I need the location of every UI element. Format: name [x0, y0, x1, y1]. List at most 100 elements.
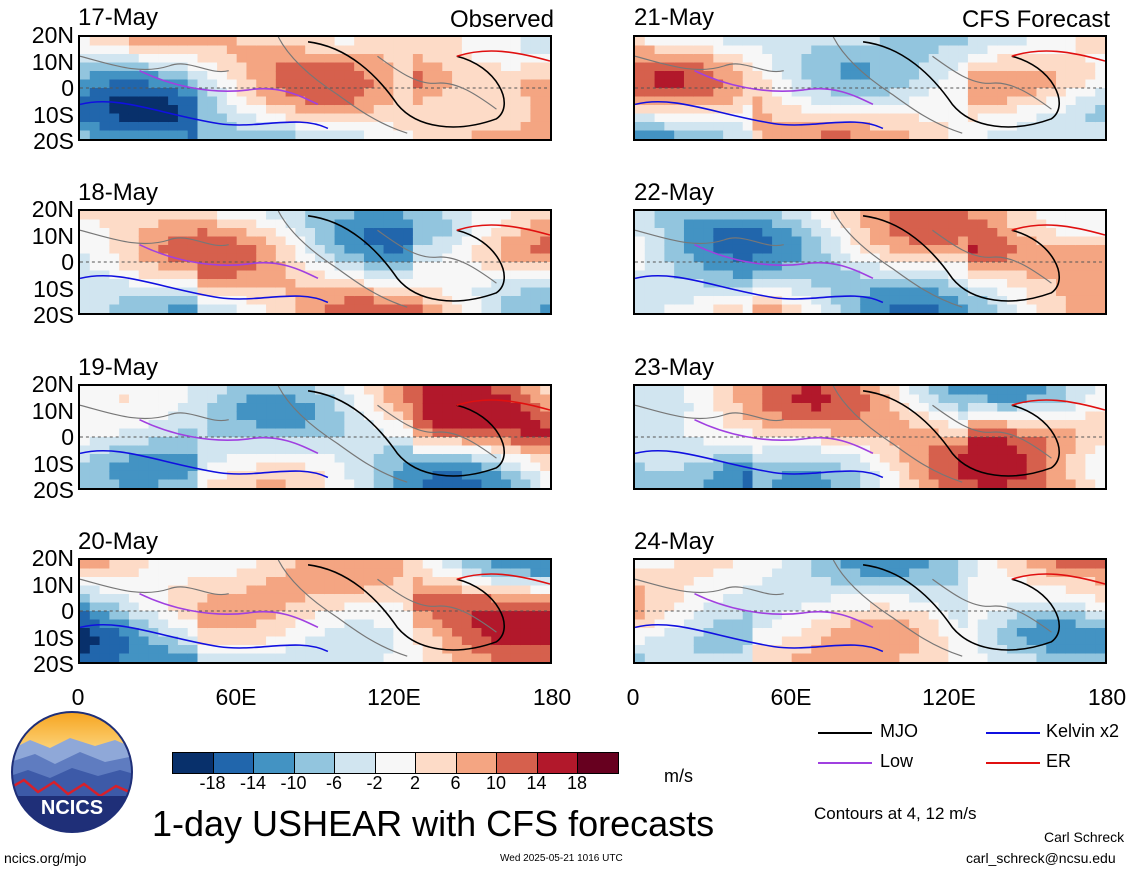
heatmap-cell [723, 437, 734, 447]
heatmap-cell [977, 636, 989, 646]
heatmap-cell [821, 121, 832, 132]
heatmap-cell [246, 70, 257, 81]
heatmap-cell [1036, 560, 1047, 570]
heatmap-cell [236, 130, 248, 139]
heatmap-cell [432, 96, 443, 106]
heatmap-cell [168, 121, 179, 132]
heatmap-cell [158, 611, 169, 621]
heatmap-cell [664, 219, 675, 229]
heatmap-cell [1046, 105, 1057, 115]
heatmap-cell [295, 577, 306, 587]
heatmap-cell [830, 454, 842, 464]
heatmap-cell [830, 88, 842, 98]
heatmap-cell [148, 644, 159, 655]
heatmap-cell [295, 636, 306, 646]
heatmap-cell [461, 479, 473, 488]
heatmap-cell [635, 253, 646, 263]
heatmap-cell [870, 644, 881, 655]
heatmap-cell [207, 403, 218, 413]
contour-line [635, 275, 884, 304]
heatmap-cell [938, 236, 949, 246]
heatmap-cell [128, 228, 140, 238]
heatmap-cell [821, 253, 832, 263]
heatmap-cell [683, 428, 695, 438]
heatmap-cell [412, 244, 424, 255]
heatmap-cell [850, 479, 861, 488]
heatmap-cell [958, 644, 969, 655]
colorbar-tick-label: 18 [566, 773, 588, 793]
heatmap-cell [148, 287, 159, 297]
heatmap-cell [683, 130, 695, 139]
heatmap-cell [217, 62, 228, 72]
heatmap-cell [226, 454, 238, 464]
heatmap-cell [830, 262, 842, 272]
heatmap-cell [1046, 37, 1057, 47]
heatmap-cell [168, 88, 179, 98]
heatmap-cell [363, 96, 375, 106]
heatmap-cell [461, 113, 473, 123]
heatmap-cell [256, 62, 267, 72]
heatmap-cell [723, 403, 734, 413]
heatmap-cell [674, 644, 685, 655]
heatmap-cell [452, 279, 463, 289]
heatmap-cell [928, 262, 940, 272]
heatmap-cell [510, 445, 522, 455]
heatmap-cell [315, 454, 326, 464]
heatmap-cell [811, 560, 822, 570]
heatmap-cell [1007, 236, 1018, 246]
heatmap-cell [1036, 236, 1047, 246]
heatmap-cell [1016, 445, 1028, 455]
heatmap-cell [742, 121, 754, 132]
heatmap-cell [889, 386, 900, 396]
heatmap-cell [870, 219, 881, 229]
heatmap-cell [811, 403, 822, 413]
heatmap-cell [246, 602, 257, 612]
heatmap-cell [635, 636, 646, 646]
heatmap-cell [840, 470, 852, 481]
heatmap-cell [840, 419, 852, 430]
heatmap-cell [811, 568, 822, 578]
heatmap-cell [422, 211, 434, 221]
heatmap-cell [967, 454, 979, 464]
coastline [80, 55, 229, 73]
heatmap-cell [432, 462, 443, 472]
heatmap-cell [870, 113, 881, 123]
heatmap-cell [246, 287, 257, 297]
heatmap-cell [197, 585, 208, 595]
heatmap-cell [246, 428, 257, 438]
heatmap-cell [1026, 611, 1038, 621]
heatmap-cell [177, 411, 189, 421]
heatmap-cell [683, 653, 695, 662]
heatmap-cell [452, 386, 463, 396]
heatmap-cell [958, 304, 969, 313]
heatmap-cell [510, 62, 522, 72]
heatmap-cell [889, 54, 900, 64]
heatmap-cell [452, 479, 463, 488]
heatmap-cell [80, 403, 91, 413]
footer-email[interactable]: carl_schreck@ncsu.edu [966, 850, 1116, 866]
heatmap-cell [1075, 295, 1087, 306]
heatmap-cell [732, 236, 744, 246]
heatmap-cell [471, 462, 483, 472]
heatmap-cell [334, 113, 345, 123]
heatmap-cell [373, 253, 385, 263]
heatmap-cell [977, 244, 989, 255]
heatmap-cell [305, 228, 316, 238]
heatmap-cell [918, 62, 930, 72]
heatmap-cell [119, 470, 130, 481]
coastline [832, 211, 963, 308]
heatmap-cell [138, 37, 150, 47]
heatmap-cell [540, 386, 550, 396]
heatmap-cell [158, 37, 169, 47]
heatmap-cell [1026, 279, 1038, 289]
heatmap-cell [742, 437, 754, 447]
heatmap-cell [226, 428, 238, 438]
lat-tick-label: 10N [31, 571, 74, 598]
heatmap-cell [772, 70, 783, 81]
heatmap-cell [295, 462, 306, 472]
heatmap-cell [938, 628, 949, 638]
heatmap-cell [285, 560, 297, 570]
heatmap-cell [354, 619, 365, 629]
footer-url[interactable]: ncics.org/mjo [4, 850, 87, 866]
contour-line [307, 564, 506, 651]
